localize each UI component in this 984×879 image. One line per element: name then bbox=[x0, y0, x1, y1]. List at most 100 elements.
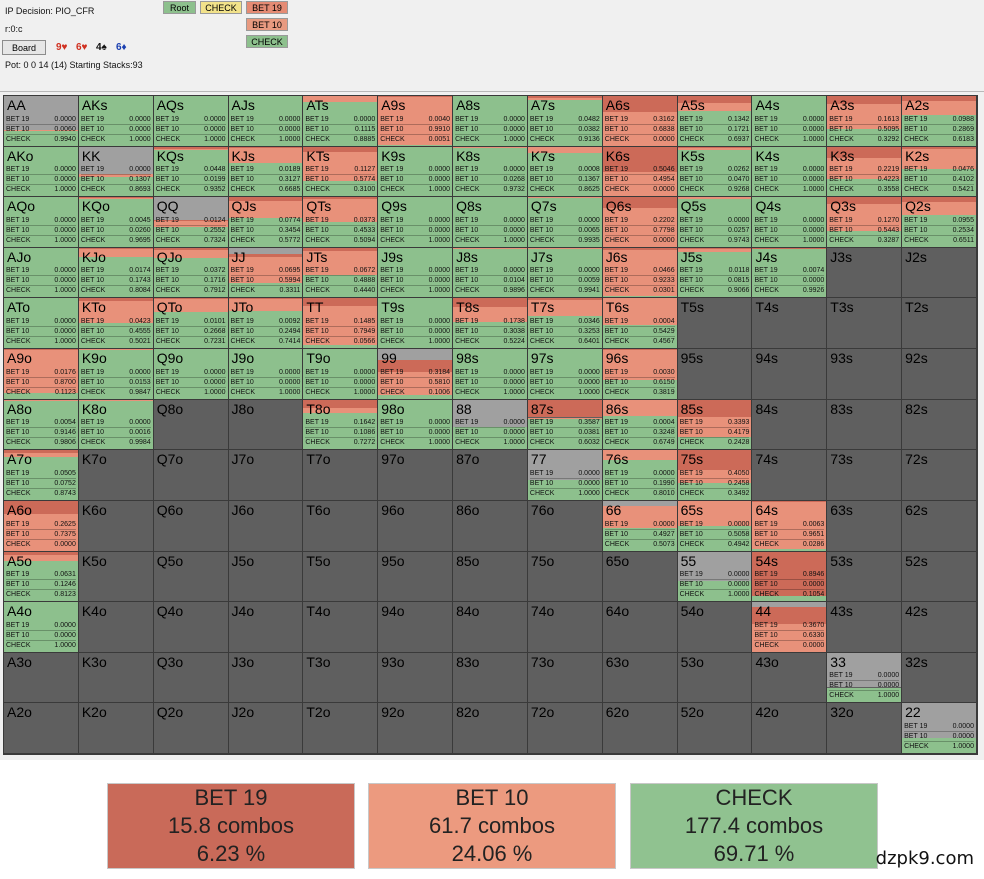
hand-cell[interactable]: BET 19 0.3587 BET 10 0.0381 CHECK 0.6032 87s bbox=[527, 399, 603, 451]
hand-cell[interactable]: 84s bbox=[752, 399, 828, 451]
hand-cell[interactable]: 32s bbox=[902, 652, 977, 704]
hand-cell[interactable]: BET 19 0.0000 BET 10 0.0000 CHECK 1.0000 98o bbox=[378, 399, 454, 451]
hand-cell[interactable]: K2o bbox=[78, 703, 154, 754]
hand-cell[interactable]: 63s bbox=[827, 500, 903, 552]
hand-cell[interactable]: BET 19 0.0000 BET 10 0.1990 CHECK 0.8010 76s bbox=[602, 450, 678, 501]
hand-cell[interactable]: T5s bbox=[677, 298, 753, 350]
hand-cell[interactable]: BET 19 0.0000 BET 10 0.0000 CHECK 1.0000 K4s bbox=[752, 146, 828, 198]
hand-cell[interactable]: BET 19 0.2219 BET 10 0.4223 CHECK 0.3558 K3s bbox=[827, 146, 903, 198]
hand-cell[interactable]: BET 19 0.1613 BET 10 0.5095 CHECK 0.3292 A3s bbox=[827, 96, 903, 147]
hand-cell[interactable]: BET 19 0.0955 BET 10 0.2534 CHECK 0.6511 Q2s bbox=[902, 197, 977, 248]
hand-cell[interactable]: BET 19 0.0000 BET 10 0.0000 CHECK 1.0000 AJs bbox=[228, 96, 304, 147]
hand-cell[interactable]: BET 19 0.0000 BET 10 0.0000 CHECK 1.0000 AJo bbox=[4, 247, 79, 299]
hand-cell[interactable]: Q3o bbox=[153, 652, 229, 704]
hand-cell[interactable]: BET 19 0.1485 BET 10 0.7949 CHECK 0.0566 TT bbox=[303, 298, 379, 350]
hand-cell[interactable]: BET 19 0.0000 BET 10 0.0065 CHECK 0.9935 Q7s bbox=[527, 197, 603, 248]
hand-cell[interactable]: BET 19 0.0466 BET 10 0.9233 CHECK 0.0301 J6s bbox=[602, 247, 678, 299]
hand-cell[interactable]: 83o bbox=[453, 652, 528, 704]
tree-root-button[interactable]: Root bbox=[163, 1, 196, 14]
hand-cell[interactable]: BET 19 0.0000 BET 10 0.0000 CHECK 1.0000 Q9s bbox=[378, 197, 454, 248]
hand-cell[interactable]: BET 19 0.0988 BET 10 0.2869 CHECK 0.6183 A2s bbox=[902, 96, 977, 147]
hand-cell[interactable]: BET 19 0.0000 BET 10 0.5058 CHECK 0.4942 65s bbox=[677, 500, 753, 552]
hand-cell[interactable]: BET 19 0.0040 BET 10 0.9910 CHECK 0.0051 A9s bbox=[378, 96, 454, 147]
hand-cell[interactable]: J2o bbox=[228, 703, 304, 754]
hand-cell[interactable]: BET 19 0.0000 BET 10 0.0000 CHECK 1.0000 22 bbox=[902, 703, 977, 754]
hand-cell[interactable]: BET 19 0.0000 BET 10 0.0000 CHECK 1.0000 T9s bbox=[378, 298, 454, 350]
hand-cell[interactable]: BET 19 0.0000 BET 10 0.0000 CHECK 1.0000 Q8s bbox=[453, 197, 528, 248]
hand-cell[interactable]: BET 19 0.3184 BET 10 0.5810 CHECK 0.1006 99 bbox=[378, 349, 454, 400]
hand-cell[interactable]: 74s bbox=[752, 450, 828, 501]
hand-cell[interactable]: Q4o bbox=[153, 602, 229, 653]
hand-cell[interactable]: T4s bbox=[752, 298, 828, 350]
hand-cell[interactable]: A2o bbox=[4, 703, 79, 754]
hand-cell[interactable]: T4o bbox=[303, 602, 379, 653]
hand-cell[interactable]: BET 19 0.1342 BET 10 0.1721 CHECK 0.6937 A5s bbox=[677, 96, 753, 147]
hand-cell[interactable]: BET 19 0.0000 BET 10 0.0000 CHECK 1.0000 Q4s bbox=[752, 197, 828, 248]
hand-cell[interactable]: BET 19 0.0448 BET 10 0.0199 CHECK 0.9352 KQs bbox=[153, 146, 229, 198]
hand-cell[interactable]: 72o bbox=[527, 703, 603, 754]
hand-cell[interactable]: BET 19 0.0000 BET 10 0.0000 CHECK 1.0000 A8s bbox=[453, 96, 528, 147]
hand-cell[interactable]: 96o bbox=[378, 500, 454, 552]
hand-cell[interactable]: J8o bbox=[228, 399, 304, 451]
hand-cell[interactable]: 62o bbox=[602, 703, 678, 754]
hand-cell[interactable]: BET 19 0.0000 BET 10 0.0000 CHECK 1.0000 88 bbox=[453, 399, 528, 451]
hand-cell[interactable]: BET 19 0.0074 BET 10 0.0000 CHECK 0.9926 J4s bbox=[752, 247, 828, 299]
hand-cell[interactable]: K3o bbox=[78, 652, 154, 704]
board-button[interactable]: Board bbox=[2, 40, 46, 55]
hand-cell[interactable]: 64o bbox=[602, 602, 678, 653]
hand-cell[interactable]: T2s bbox=[902, 298, 977, 350]
hand-cell[interactable]: K4o bbox=[78, 602, 154, 653]
hand-cell[interactable]: BET 19 0.0101 BET 10 0.2668 CHECK 0.7231 QTo bbox=[153, 298, 229, 350]
hand-cell[interactable]: 92o bbox=[378, 703, 454, 754]
hand-cell[interactable]: 42s bbox=[902, 602, 977, 653]
hand-cell[interactable]: BET 19 0.0262 BET 10 0.0470 CHECK 0.9268 K5s bbox=[677, 146, 753, 198]
hand-cell[interactable]: 52o bbox=[677, 703, 753, 754]
hand-cell[interactable]: 94s bbox=[752, 349, 828, 400]
hand-cell[interactable]: 82o bbox=[453, 703, 528, 754]
hand-cell[interactable]: 82s bbox=[902, 399, 977, 451]
hand-cell[interactable]: 84o bbox=[453, 602, 528, 653]
hand-cell[interactable]: BET 19 0.0174 BET 10 0.1743 CHECK 0.8084 KJo bbox=[78, 247, 154, 299]
hand-cell[interactable]: BET 19 0.0000 BET 10 0.0000 CHECK 1.0000 T9o bbox=[303, 349, 379, 400]
hand-cell[interactable]: J2s bbox=[902, 247, 977, 299]
hand-cell[interactable]: BET 19 0.0000 BET 10 0.0000 CHECK 1.0000 AKo bbox=[4, 146, 79, 198]
hand-cell[interactable]: 85o bbox=[453, 551, 528, 603]
hand-cell[interactable]: BET 19 0.0063 BET 10 0.9651 CHECK 0.0286 64s bbox=[752, 500, 828, 552]
hand-cell[interactable]: BET 19 0.0000 BET 10 0.0000 CHECK 1.0000 33 bbox=[827, 652, 903, 704]
hand-cell[interactable]: BET 19 0.0000 BET 10 0.0268 CHECK 0.9732 K8s bbox=[453, 146, 528, 198]
hand-cell[interactable]: A3o bbox=[4, 652, 79, 704]
hand-cell[interactable]: 53o bbox=[677, 652, 753, 704]
hand-cell[interactable]: BET 19 0.0000 BET 10 0.0059 CHECK 0.9941 J7s bbox=[527, 247, 603, 299]
hand-cell[interactable]: BET 19 0.0000 BET 10 0.0000 CHECK 1.0000 AQo bbox=[4, 197, 79, 248]
hand-cell[interactable]: BET 19 0.0000 BET 10 0.0000 CHECK 1.0000 A4o bbox=[4, 602, 79, 653]
hand-cell[interactable]: BET 19 0.0000 BET 10 0.0000 CHECK 1.0000 77 bbox=[527, 450, 603, 501]
hand-cell[interactable]: BET 19 0.0000 BET 10 0.0000 CHECK 1.0000 AKs bbox=[78, 96, 154, 147]
hand-cell[interactable]: BET 19 0.0372 BET 10 0.1716 CHECK 0.7912 QJo bbox=[153, 247, 229, 299]
hand-cell[interactable]: BET 19 0.0000 BET 10 0.0000 CHECK 1.0000 ATo bbox=[4, 298, 79, 350]
hand-cell[interactable]: Q6o bbox=[153, 500, 229, 552]
hand-cell[interactable]: BET 19 0.0373 BET 10 0.4533 CHECK 0.5094 QTs bbox=[303, 197, 379, 248]
hand-cell[interactable]: T7o bbox=[303, 450, 379, 501]
hand-cell[interactable]: BET 19 0.5046 BET 10 0.4954 CHECK 0.0000 K6s bbox=[602, 146, 678, 198]
hand-cell[interactable]: 32o bbox=[827, 703, 903, 754]
hand-cell[interactable]: BET 19 0.0000 BET 10 0.0000 CHECK 1.0000 98s bbox=[453, 349, 528, 400]
hand-cell[interactable]: J3o bbox=[228, 652, 304, 704]
hand-cell[interactable]: 92s bbox=[902, 349, 977, 400]
tree-bet19-button[interactable]: BET 19 bbox=[246, 1, 288, 14]
hand-cell[interactable]: Q2o bbox=[153, 703, 229, 754]
tree-bet10-button[interactable]: BET 10 bbox=[246, 18, 288, 31]
hand-cell[interactable]: J6o bbox=[228, 500, 304, 552]
hand-cell[interactable]: Q7o bbox=[153, 450, 229, 501]
hand-cell[interactable]: 43s bbox=[827, 602, 903, 653]
hand-cell[interactable]: 95s bbox=[677, 349, 753, 400]
hand-cell[interactable]: 87o bbox=[453, 450, 528, 501]
hand-cell[interactable]: BET 19 0.0482 BET 10 0.0382 CHECK 0.9136 A7s bbox=[527, 96, 603, 147]
hand-cell[interactable]: BET 19 0.0000 BET 10 0.0104 CHECK 0.9896 J8s bbox=[453, 247, 528, 299]
hand-cell[interactable]: BET 19 0.3670 BET 10 0.6330 CHECK 0.0000 44 bbox=[752, 602, 828, 653]
hand-cell[interactable]: 83s bbox=[827, 399, 903, 451]
hand-cell[interactable]: 43o bbox=[752, 652, 828, 704]
hand-cell[interactable]: BET 19 0.0000 BET 10 0.1307 CHECK 0.8693 KK bbox=[78, 146, 154, 198]
hand-cell[interactable]: 63o bbox=[602, 652, 678, 704]
hand-cell[interactable]: T5o bbox=[303, 551, 379, 603]
hand-cell[interactable]: BET 19 0.1270 BET 10 0.5443 CHECK 0.3287 Q3s bbox=[827, 197, 903, 248]
